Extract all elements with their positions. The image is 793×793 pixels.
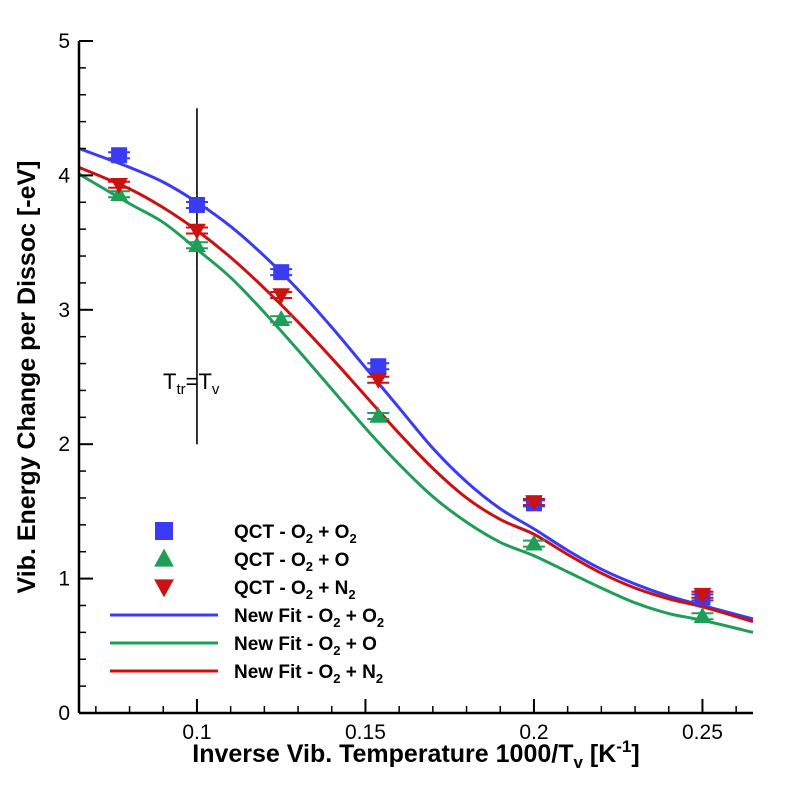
legend-label-text: QCT - O xyxy=(234,522,306,543)
fit-line-1 xyxy=(78,172,754,634)
legend-label-subscript: 2 xyxy=(377,615,384,630)
legend-label-subscript: 2 xyxy=(306,531,313,546)
marker-triangle-up xyxy=(369,406,388,423)
marker-triangle-down xyxy=(110,178,128,195)
data-point xyxy=(691,587,714,604)
legend-label-text: + O xyxy=(340,634,376,655)
annotation-text-mid: =T xyxy=(186,369,212,394)
legend-label-subscript: 2 xyxy=(306,559,313,574)
legend-marker-triangle-down xyxy=(154,579,174,598)
legend-label-subscript: 2 xyxy=(333,671,340,686)
marker-triangle-down xyxy=(272,288,290,305)
data-point xyxy=(270,310,293,327)
marker-square xyxy=(111,147,128,164)
marker-triangle-up xyxy=(272,310,290,327)
legend-entry-fit-2: New Fit - O2 + N2 xyxy=(110,662,383,686)
data-point xyxy=(185,236,208,253)
x-axis-title-superscript: -1 xyxy=(616,737,631,756)
marker-triangle-up xyxy=(693,607,712,624)
marker-triangle-down xyxy=(188,223,206,240)
data-point xyxy=(108,147,131,164)
annotation-subscript: tr xyxy=(176,381,185,398)
data-point xyxy=(270,288,293,305)
legend-label: New Fit - O2 + O xyxy=(234,634,377,658)
x-tick-label: 0.1 xyxy=(182,721,211,744)
data-markers xyxy=(108,147,714,624)
x-axis-title-unit-close: ] xyxy=(631,740,639,768)
marker-triangle-up xyxy=(188,236,206,253)
legend-label: QCT - O2 + O2 xyxy=(234,522,357,546)
y-tick-label: 2 xyxy=(58,433,70,456)
marker-triangle-down xyxy=(369,372,388,389)
y-tick-label: 0 xyxy=(58,702,70,725)
data-point xyxy=(522,495,545,512)
annotation-subscript: v xyxy=(212,381,220,398)
x-axis-title: Inverse Vib. Temperature 1000/Tv [K-1] xyxy=(192,737,639,772)
legend-label: New Fit - O2 + N2 xyxy=(234,662,383,686)
legend-marker-square xyxy=(155,522,173,540)
legend-label-text: + O xyxy=(313,522,349,543)
annotation: Ttr=Tv xyxy=(163,108,220,445)
legend-marker-triangle-up xyxy=(154,548,174,567)
x-axis-title-unit: [K xyxy=(583,740,616,768)
x-axis-title-subscript: v xyxy=(573,753,583,772)
legend-entry-marker-1: QCT - O2 + O xyxy=(154,548,349,574)
legend-label-text: + O xyxy=(340,606,376,627)
legend-label-text: + N xyxy=(340,662,375,683)
x-tick-label: 0.25 xyxy=(682,721,723,744)
marker-triangle-down xyxy=(525,495,543,512)
legend-entry-marker-2: QCT - O2 + N2 xyxy=(154,578,356,602)
axes: 0.1 0.15 0.2 0.25 0 1 2 3 4 5 Inverse Vib. Tempera… xyxy=(13,30,753,772)
marker-triangle-down xyxy=(693,587,712,604)
data-point xyxy=(691,607,714,624)
legend-entry-fit-0: New Fit - O2 + O2 xyxy=(110,606,384,630)
data-point xyxy=(185,196,208,213)
y-tick-label: 3 xyxy=(58,299,70,322)
legend-label: QCT - O2 + N2 xyxy=(234,578,356,602)
marker-square xyxy=(188,196,205,213)
legend-label-text: QCT - O xyxy=(234,550,306,571)
data-point xyxy=(108,178,131,195)
annotation-text-main: T xyxy=(163,369,176,394)
x-tick-label: 0.15 xyxy=(345,721,386,744)
data-point xyxy=(185,223,208,240)
legend-label-text: + N xyxy=(313,578,348,599)
y-axis-title: Vib. Energy Change per Dissoc [-eV] xyxy=(13,161,41,594)
legend-label-subscript: 2 xyxy=(348,587,355,602)
x-tick-label: 0.2 xyxy=(519,721,548,744)
legend-label-subscript: 2 xyxy=(333,643,340,658)
marker-square xyxy=(273,264,290,281)
legend-label: QCT - O2 + O xyxy=(234,550,349,574)
x-axis-title-main: Inverse Vib. Temperature 1000/T xyxy=(192,740,573,768)
legend-entry-marker-0: QCT - O2 + O2 xyxy=(155,522,357,546)
y-tick-label: 4 xyxy=(58,164,70,187)
y-tick-label: 1 xyxy=(58,568,70,591)
legend-label-text: New Fit - O xyxy=(234,662,333,683)
legend-label-text: QCT - O xyxy=(234,578,306,599)
y-tick-label: 5 xyxy=(58,30,70,53)
data-point xyxy=(522,534,545,551)
legend-label-subscript: 2 xyxy=(349,531,356,546)
marker-triangle-up xyxy=(525,534,543,551)
legend-label-text: + O xyxy=(313,550,349,571)
data-point xyxy=(367,358,390,375)
legend-label-text: New Fit - O xyxy=(234,606,333,627)
legend-label-text: New Fit - O xyxy=(234,634,333,655)
legend-label-subscript: 2 xyxy=(306,587,313,602)
data-point xyxy=(270,264,293,281)
legend-label: New Fit - O2 + O2 xyxy=(234,606,384,630)
marker-square xyxy=(370,358,387,375)
legend-entry-fit-1: New Fit - O2 + O xyxy=(110,634,377,658)
legend-label-subscript: 2 xyxy=(333,615,340,630)
data-point xyxy=(367,372,390,389)
annotation-label: Ttr=Tv xyxy=(163,369,220,398)
data-point xyxy=(367,406,390,423)
legend-label-subscript: 2 xyxy=(376,671,383,686)
